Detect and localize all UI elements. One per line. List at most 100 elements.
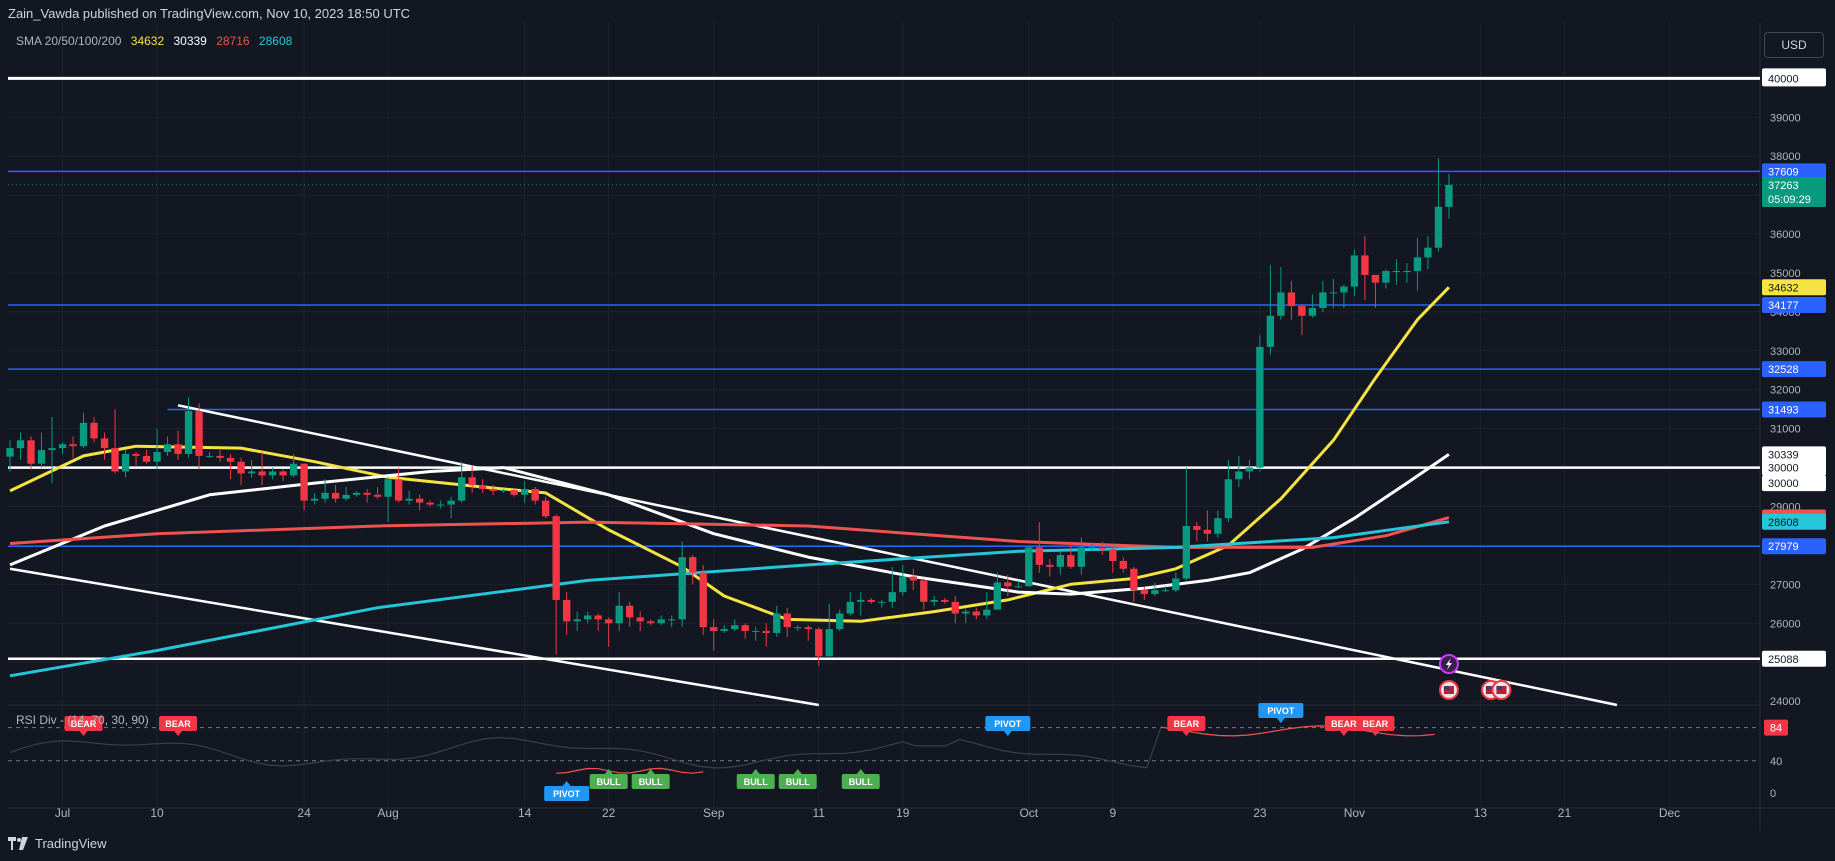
candle-body (594, 615, 602, 620)
currency-selector[interactable]: USD (1764, 32, 1824, 58)
candle-body (174, 444, 182, 454)
candle (1172, 572, 1180, 593)
candle-body (605, 619, 613, 624)
candle-body (279, 471, 287, 476)
candle-body (394, 479, 403, 501)
time-tick-label: Sep (703, 806, 725, 820)
candle-body (121, 453, 130, 472)
candle (1140, 586, 1149, 600)
candle (836, 609, 844, 632)
price-tick-label: 35000 (1770, 268, 1801, 280)
candle (1256, 335, 1264, 472)
candle (1424, 235, 1432, 270)
time-axis[interactable]: Jul 10 24 Aug 14 22 Sep 11 19 Oct 9 23 Nov 13 21 Dec (55, 806, 1680, 820)
rsi-marker-arrow (79, 731, 88, 736)
price-label-badge (1762, 513, 1826, 530)
candle (920, 578, 928, 610)
candle (27, 436, 35, 470)
footer-brand-text: TradingView (35, 836, 107, 851)
candle (1434, 158, 1443, 252)
price-label-text: 05:09:29 (1768, 194, 1811, 206)
candle (1403, 263, 1411, 283)
candle-body (27, 440, 35, 464)
candle (552, 514, 560, 655)
candle-body (552, 516, 560, 600)
price-label-badge (1762, 401, 1826, 418)
rsi-marker-label: BEAR (165, 719, 191, 729)
candle-body (878, 601, 886, 603)
candle (331, 485, 340, 503)
candle-body (436, 504, 445, 506)
candle-body (1109, 549, 1117, 561)
candle (541, 496, 550, 519)
candle-body (573, 619, 581, 622)
candle (1445, 173, 1453, 219)
price-tick-label: 27000 (1770, 579, 1801, 591)
candle-body (478, 485, 487, 489)
candle-body (857, 599, 865, 602)
candle-body (1340, 286, 1348, 293)
rsi-marker-arrow (751, 769, 760, 774)
candle-body (825, 629, 833, 657)
candle-body (1277, 292, 1285, 316)
rsi-axis-badge (1764, 719, 1788, 736)
candle (972, 607, 980, 620)
candle (468, 465, 476, 493)
event-icons[interactable] (1438, 654, 1512, 700)
candle-body (247, 471, 256, 474)
candle (605, 617, 613, 647)
candle-body (216, 455, 224, 458)
candle-body (1382, 271, 1390, 283)
sma-100-value: 28716 (216, 34, 250, 48)
rsi-marker-bear: BEAR (64, 716, 103, 736)
price-axis[interactable]: 2400025000260002700028000290003000031000… (1762, 68, 1826, 708)
candle-body (384, 479, 392, 497)
time-tick-label: Oct (1019, 806, 1038, 820)
candle-body (741, 625, 749, 632)
candle (857, 592, 865, 616)
rsi-marker-arrow (1371, 731, 1380, 736)
candle-body (647, 621, 655, 624)
sma-legend[interactable]: SMA 20/50/100/200 34632 30339 28716 2860… (16, 34, 298, 48)
candle (626, 601, 634, 628)
candle (142, 450, 151, 464)
candle-body (752, 631, 760, 633)
candle-body (1130, 568, 1138, 591)
candle (1004, 574, 1012, 597)
candle (1266, 265, 1275, 355)
candle (111, 409, 119, 474)
candle (825, 603, 833, 657)
candle (1245, 459, 1254, 480)
candle (394, 467, 403, 503)
event-icon-canton (1485, 686, 1491, 690)
candle-body (163, 444, 172, 453)
candle (1056, 551, 1064, 575)
candle (405, 490, 413, 505)
price-label-text: 30000 (1768, 463, 1799, 475)
candle-body (300, 463, 308, 501)
candle (321, 479, 329, 503)
candle (1308, 294, 1317, 318)
candle (941, 597, 949, 604)
price-label-text: 30339 (1768, 449, 1799, 461)
candle (300, 463, 308, 511)
candle-body (1088, 547, 1096, 549)
time-tick-label: Nov (1344, 806, 1365, 820)
candle (184, 397, 193, 458)
rsi-marker-label: PIVOT (553, 789, 581, 799)
rsi-marker-bear: BEAR (1356, 716, 1395, 736)
candle (1392, 259, 1401, 285)
rsi-marker-arrow (1276, 718, 1285, 723)
sma-20-value: 34632 (130, 34, 165, 48)
candle-body (100, 438, 109, 449)
candle-body (899, 576, 907, 593)
price-label-text: 25088 (1768, 654, 1799, 666)
rsi-marker-arrow (562, 781, 571, 786)
candle-body (111, 448, 119, 472)
candle (1109, 547, 1117, 573)
rsi-legend[interactable]: RSI Div - (14, 70, 30, 90) (16, 713, 149, 727)
candle (163, 436, 172, 456)
candle (447, 496, 455, 519)
rsi-marker-label: PIVOT (994, 719, 1022, 729)
